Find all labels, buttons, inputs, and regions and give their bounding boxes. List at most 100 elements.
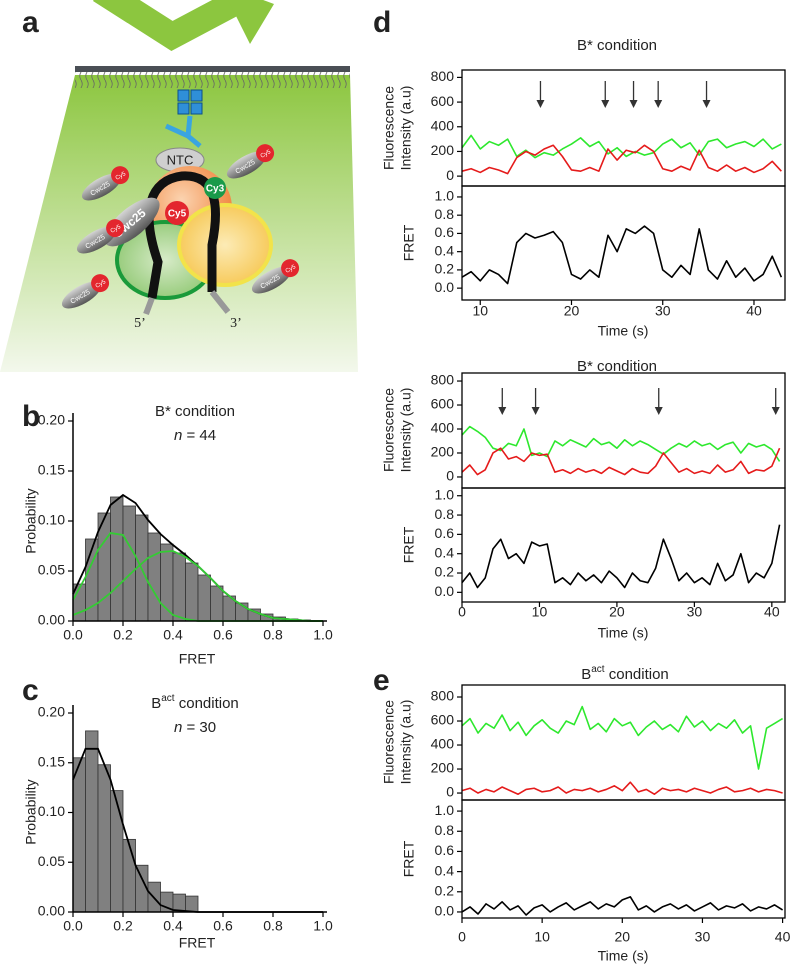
cy3-dye	[204, 177, 226, 199]
title-part: n	[174, 719, 182, 736]
x-tick-label: 20	[564, 303, 580, 319]
chart-title: B* condition	[577, 358, 657, 375]
free-cwc25	[61, 281, 102, 309]
panel-label: b	[22, 400, 40, 433]
title-part: condition	[175, 695, 239, 712]
bar	[97, 764, 111, 913]
y-tick-label: 0.6	[435, 525, 455, 541]
panel-label: d	[373, 6, 391, 39]
x-tick-label: 40	[764, 604, 780, 620]
y-tick-label: 0.6	[435, 224, 455, 240]
axis-frame	[461, 684, 786, 801]
chart-title: Bact condition	[581, 664, 669, 683]
axis-frame	[461, 185, 786, 301]
x-tick-label: 0.4	[163, 918, 183, 934]
event-arrow-head	[531, 407, 540, 415]
y-tick-label: 0.20	[38, 704, 65, 720]
y-tick-label: 1.0	[435, 486, 455, 502]
y-tick-label: 0.0	[435, 279, 455, 295]
y-tick-label: 0.4	[435, 544, 455, 560]
schematic-label: Cy3	[206, 184, 225, 195]
free-cwc25	[251, 266, 292, 294]
schematic: NTC Cy3 Cwc25 Cy5 5’ 3’ a Cwc25Cy5Cwc25C…	[0, 0, 358, 372]
y-tick-label: 800	[431, 688, 455, 704]
bar	[147, 532, 161, 622]
y-tick-label: 200	[431, 444, 455, 460]
axis-frame	[461, 799, 786, 919]
y-tick-label: 0.0	[435, 583, 455, 599]
y-tick-label: 400	[431, 420, 455, 436]
y-tick-label: 200	[431, 760, 455, 776]
y-tick-label: 600	[431, 396, 455, 412]
y-axis-label: Intensity (a.u)	[398, 86, 414, 171]
y-axis-label: Probability	[23, 488, 39, 553]
title-part: = 44	[182, 427, 216, 444]
y-tick-label: 0.05	[38, 562, 65, 578]
x-tick-label: 0.2	[113, 627, 133, 643]
y-tick-label: 600	[431, 93, 455, 109]
peg-layer	[75, 72, 350, 88]
y-tick-label: 0.4	[435, 862, 455, 878]
x-tick-label: 0	[458, 604, 466, 620]
schematic-label: 3’	[230, 316, 242, 331]
x-tick-label: 40	[775, 929, 791, 945]
free-cwc25	[81, 173, 122, 201]
y-axis-label: Intensity (a.u)	[398, 700, 414, 785]
cy5-dye	[165, 201, 189, 225]
y-tick-label: 0.8	[435, 506, 455, 522]
y-tick-label: 0	[446, 167, 454, 183]
event-arrow-head	[771, 407, 780, 415]
x-axis-label: Time (s)	[598, 625, 649, 641]
y-tick-label: 0.8	[435, 206, 455, 222]
rna-ends	[143, 290, 231, 316]
panel-label: c	[22, 674, 39, 707]
x-tick-label: 10	[532, 604, 548, 620]
y-tick-label: 0.00	[38, 903, 65, 919]
y-axis-label: Probability	[23, 779, 39, 844]
panel-label: e	[373, 664, 390, 697]
y-tick-label: 0.4	[435, 242, 455, 258]
y-axis-label: Fluorescence	[381, 700, 397, 784]
y-tick-label: 0.2	[435, 882, 455, 898]
y-tick-label: 0.0	[435, 903, 455, 919]
title-part: act	[161, 693, 175, 704]
trace-line	[461, 144, 782, 175]
x-axis-label: FRET	[179, 651, 216, 667]
free-label: Cy5	[285, 264, 298, 275]
x-axis-label: FRET	[179, 935, 216, 951]
event-arrow-head	[629, 100, 638, 108]
streptavidin	[177, 89, 203, 115]
x-tick-label: 0.6	[213, 918, 233, 934]
title-part: condition	[605, 666, 669, 683]
event-arrow-head	[654, 407, 663, 415]
y-tick-label: 0.10	[38, 512, 65, 528]
y-axis-label: FRET	[401, 526, 417, 563]
bar	[122, 505, 136, 622]
trace-line	[461, 225, 783, 285]
x-tick-label: 0	[458, 929, 466, 945]
x-tick-label: 0.8	[263, 918, 283, 934]
free-label: Cy5	[260, 149, 273, 160]
panel-label: a	[22, 6, 39, 39]
y-axis-label: Intensity (a.u)	[398, 388, 414, 473]
rna	[144, 171, 220, 299]
x-tick-label: 0.6	[213, 627, 233, 643]
free-label: Cy5	[115, 171, 128, 182]
x-tick-label: 10	[534, 929, 550, 945]
y-axis-label: FRET	[401, 224, 417, 261]
y-tick-label: 0.2	[435, 261, 455, 277]
bar	[210, 585, 224, 622]
x-tick-label: 10	[472, 303, 488, 319]
axis-frame	[461, 487, 786, 603]
bar	[197, 574, 211, 622]
y-tick-label: 400	[431, 117, 455, 133]
y-axis-label: Fluorescence	[381, 388, 397, 472]
free-label: Cy5	[95, 279, 108, 290]
y-tick-label: 0	[446, 468, 454, 484]
light-arrow-head	[228, 0, 274, 44]
event-arrow-head	[498, 407, 507, 415]
